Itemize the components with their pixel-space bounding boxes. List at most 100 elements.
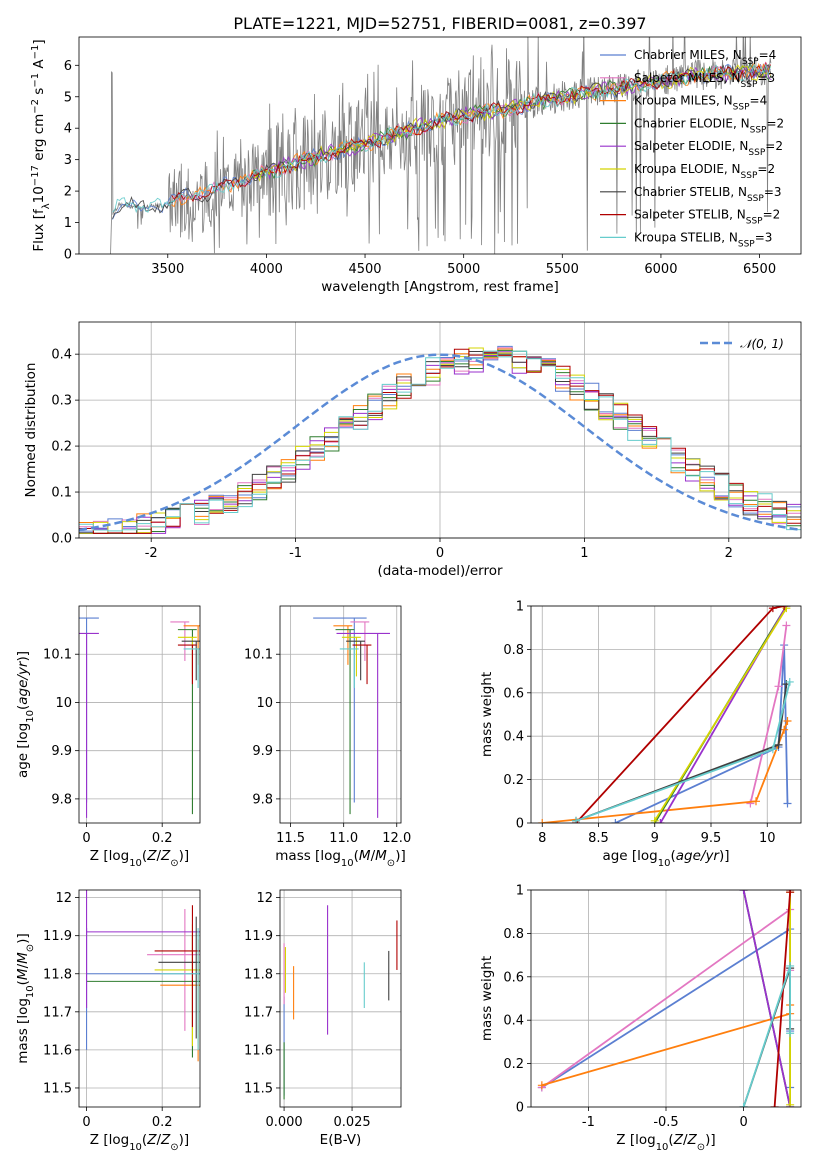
marker-kroupa-miles (538, 819, 547, 823)
model-kroupa-miles (171, 62, 771, 208)
histogram-chabrier-stelib (79, 351, 801, 534)
y-tick-label: 0.6 (503, 970, 524, 985)
y-tick-label: 4 (64, 122, 72, 137)
x-tick-label: 5000 (447, 262, 480, 277)
model-kroupa-stelib (112, 63, 772, 214)
y-tick-label: 1 (516, 600, 524, 615)
x-axis-label: (data-model)/error (377, 563, 503, 579)
panel-residuals: -2 -1 0 1 2 0.0 0.1 0.2 0.3 0.4 (data-model)/error… (23, 321, 802, 579)
y-tick-label: 11.5 (244, 1081, 273, 1096)
axes: 8 8.5 9 9.5 10 0 0.2 0.4 0.6 0.8 1 age [log10(age/y… (479, 600, 802, 869)
y-tick-label: 9.9 (51, 744, 72, 759)
y-tick-label: 0.8 (503, 927, 524, 942)
y-tick-label: 3 (64, 153, 72, 168)
x-tick-label: 8.5 (588, 831, 609, 846)
marker-kroupa-stelib (572, 816, 580, 823)
series-kroupa-miles (542, 720, 789, 823)
y-tick-label: 6 (64, 59, 72, 74)
y-tick-label: 12 (256, 891, 273, 906)
axes: 0 0.2 9.8 9.9 10 10.1 Z [log10(Z/Z⊙)] age [log1… (15, 605, 201, 869)
x-axis-label: mass [log10(M/M⊙)] (275, 848, 405, 869)
axes: 3500 4000 4500 5000 5500 6000 6500 0 1 2 3 4 5 6 wavel… (30, 36, 802, 295)
x-tick-label: 9 (651, 831, 659, 846)
grid (79, 606, 200, 823)
legend-entry: Chabrier MILES, NSSP=4 (634, 48, 776, 67)
marker-salpeter-elodie (739, 890, 748, 894)
marker-kroupa-miles (783, 717, 792, 726)
series-kroupa-stelib (575, 681, 791, 822)
y-tick-label: 0.2 (503, 773, 524, 788)
y-tick-label: 0.3 (51, 394, 72, 409)
histogram-kroupa-miles (79, 348, 801, 534)
x-tick-label: -1 (289, 546, 302, 561)
y-tick-label: 9.9 (252, 744, 273, 759)
x-tick-label: 9.5 (701, 831, 722, 846)
marker-kroupa-miles (780, 725, 789, 734)
x-axis-label: Z [log10(Z/Z⊙)] (90, 848, 189, 869)
x-tick-label: 0.2 (152, 1115, 173, 1130)
y-tick-label: 12 (55, 891, 72, 906)
marker-kroupa-stelib (786, 961, 795, 970)
y-axis-label: age [log10(age/yr)] (15, 651, 36, 778)
marker-kroupa-miles (537, 1081, 546, 1090)
y-tick-label: 10.1 (43, 648, 72, 663)
plot-area (283, 905, 398, 1100)
x-tick-label: 1 (580, 546, 588, 561)
x-tick-label: 11.5 (276, 831, 305, 846)
plot-area (86, 890, 200, 1062)
y-tick-label: 0.6 (503, 686, 524, 701)
series-salpeter-elodie (742, 890, 791, 1107)
grid (79, 322, 801, 539)
grid (79, 890, 200, 1107)
model-kroupa-elodie (252, 64, 772, 182)
y-tick-label: 0.2 (503, 1057, 524, 1072)
y-axis-label: mass [log10(M/M⊙)] (15, 933, 36, 1063)
y-tick-label: 0.4 (503, 730, 524, 745)
panel-mass-vs-EBV: 0.000 0.025 11.5 11.6 11.7 11.8 11.9 12 E(B-V) (244, 889, 402, 1148)
y-tick-label: 1 (516, 884, 524, 899)
y-tick-label: 11.5 (43, 1081, 72, 1096)
plot-area (313, 617, 390, 818)
panel-age-vs-mass: 11.5 11.0 12.0 9.8 9.9 10 10.1 mass [log10(M/M⊙… (244, 605, 411, 869)
y-tick-label: 0 (64, 248, 72, 263)
axes: -2 -1 0 1 2 0.0 0.1 0.2 0.3 0.4 (data-model)/error… (23, 321, 802, 579)
x-axis-label: wavelength [Angstrom, rest frame] (321, 279, 559, 295)
series-chabrier-stelib (575, 683, 788, 822)
x-tick-label: 0 (739, 1115, 747, 1130)
y-tick-label: 9.8 (51, 792, 72, 807)
y-tick-label: 2 (64, 185, 72, 200)
y-tick-label: 11.7 (43, 1005, 72, 1020)
marker-kroupa-elodie (786, 1100, 795, 1107)
y-tick-label: 10 (256, 696, 273, 711)
legend-entry: Salpeter STELIB, NSSP=2 (634, 208, 780, 227)
y-tick-label: 0.0 (51, 532, 72, 547)
x-axis-label: Z [log10(Z/Z⊙)] (616, 1132, 715, 1153)
x-tick-label: 0 (82, 831, 90, 846)
marker-kroupa-stelib (739, 1103, 748, 1107)
x-tick-label: 4500 (348, 262, 381, 277)
x-tick-label: 12.0 (382, 831, 411, 846)
panel-mass-vs-Z: 0 0.2 11.5 11.6 11.7 11.8 11.9 12 Z [log10(Z/Z⊙)… (15, 889, 201, 1153)
plot-area (538, 606, 794, 823)
marker-chabrier-miles (783, 799, 792, 808)
y-tick-label: 5 (64, 90, 72, 105)
marker-salpeter-miles (782, 621, 791, 630)
x-tick-label: -2 (145, 546, 158, 561)
axes-frame (530, 605, 802, 824)
marker-salpeter-stelib (786, 890, 795, 894)
axes: 11.5 11.0 12.0 9.8 9.9 10 10.1 mass [log10(M/M⊙… (244, 605, 411, 869)
y-tick-label: 9.8 (252, 792, 273, 807)
marker-kroupa-stelib (768, 745, 777, 754)
axes: 0 0.2 11.5 11.6 11.7 11.8 11.9 12 Z [log10(Z/Z⊙)… (15, 889, 201, 1153)
y-axis-label: Normed distribution (23, 363, 39, 498)
x-tick-label: 8 (538, 831, 546, 846)
panel-weight-vs-age: 8 8.5 9 9.5 10 0 0.2 0.4 0.6 0.8 1 age [log10(age/y… (479, 600, 802, 869)
plot-area (79, 617, 200, 818)
model-salpeter-stelib (171, 61, 772, 203)
marker-chabrier-miles (611, 819, 620, 823)
y-tick-label: 0.1 (51, 486, 72, 501)
plot-area (537, 890, 795, 1107)
x-tick-label: 0 (436, 546, 444, 561)
